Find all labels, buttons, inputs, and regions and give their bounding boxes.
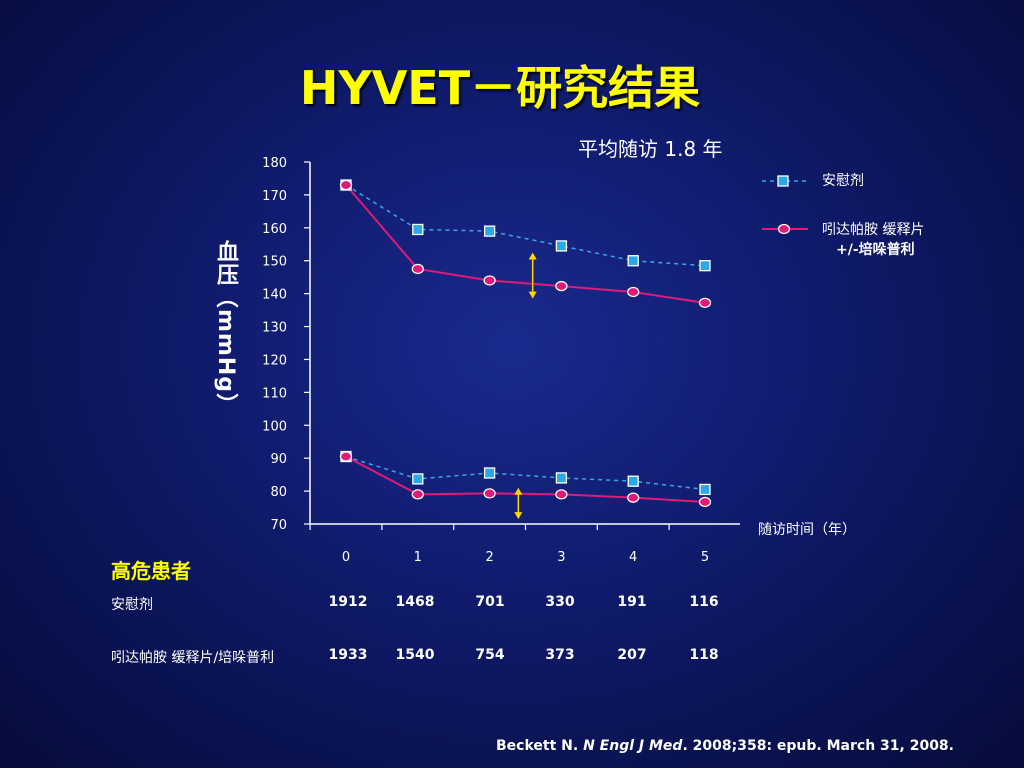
y-tick-label: 160 bbox=[262, 222, 287, 237]
x-tick-label: 1 bbox=[414, 550, 422, 565]
data-point-treatment-diastolic bbox=[483, 488, 496, 499]
data-point-treatment-systolic bbox=[627, 286, 640, 298]
y-tick-label: 100 bbox=[262, 419, 287, 434]
y-tick-label: 140 bbox=[262, 288, 287, 303]
y-axis-unit: （mmHg） bbox=[213, 286, 238, 417]
data-point-treatment-systolic bbox=[411, 263, 424, 275]
y-tick-label: 70 bbox=[270, 518, 287, 533]
y-tick-label: 170 bbox=[262, 189, 287, 204]
legend-treatment-marker bbox=[777, 223, 791, 235]
risk-table-cell: 1912 bbox=[328, 594, 368, 610]
data-point-placebo-systolic bbox=[627, 255, 639, 267]
series-line-diastolic-treatment bbox=[345, 455, 706, 503]
citation-details: 2008;358: epub. March 31, 2008. bbox=[692, 738, 954, 754]
series-line-systolic-treatment bbox=[345, 184, 706, 304]
legend-placebo-label: 安慰剂 bbox=[822, 173, 864, 189]
chart-subtitle: 平均随访 1.8 年 bbox=[578, 137, 723, 161]
y-axis-label-text: 血压 bbox=[213, 240, 238, 286]
page-title: HYVET－研究结果 bbox=[299, 61, 701, 115]
y-tick-label: 150 bbox=[262, 255, 287, 270]
difference-arrow-head-down bbox=[514, 512, 523, 520]
y-tick-label: 130 bbox=[262, 321, 287, 336]
y-tick-label: 90 bbox=[270, 452, 287, 467]
y-tick-label: 80 bbox=[270, 485, 287, 500]
series-line-systolic-placebo bbox=[345, 184, 706, 267]
data-point-placebo-diastolic bbox=[699, 483, 711, 496]
data-point-placebo-systolic bbox=[555, 240, 568, 252]
data-point-treatment-diastolic bbox=[627, 492, 640, 503]
risk-table-cell: 116 bbox=[689, 594, 719, 610]
citation-journal: N Engl J Med bbox=[583, 738, 683, 754]
data-point-placebo-systolic bbox=[412, 223, 424, 236]
risk-table-cell: 207 bbox=[617, 647, 647, 663]
risk-table-cell: 1933 bbox=[328, 647, 368, 663]
risk-row-treatment-label: 吲达帕胺 缓释片/培哚普利 bbox=[111, 650, 275, 666]
risk-table-cell: 1540 bbox=[395, 647, 435, 663]
x-tick-label: 3 bbox=[557, 550, 565, 565]
x-axis-label: 随访时间（年） bbox=[758, 522, 856, 538]
risk-table-cell: 330 bbox=[545, 594, 575, 610]
risk-table-cell: 701 bbox=[475, 594, 505, 610]
data-point-placebo-diastolic bbox=[555, 472, 568, 484]
risk-table-cell: 754 bbox=[475, 647, 505, 663]
y-tick-label: 180 bbox=[262, 156, 287, 171]
risk-table-title: 高危患者 bbox=[111, 559, 191, 583]
data-point-treatment-systolic bbox=[339, 179, 353, 191]
y-tick-label: 120 bbox=[262, 353, 287, 368]
data-point-treatment-diastolic bbox=[698, 496, 712, 508]
x-tick-label: 2 bbox=[485, 550, 493, 565]
data-point-treatment-diastolic bbox=[555, 489, 568, 500]
citation-author: Beckett N. bbox=[496, 738, 579, 754]
citation: Beckett N. N Engl J Med. 2008;358: epub.… bbox=[496, 738, 954, 754]
y-tick-label: 110 bbox=[262, 386, 287, 401]
data-point-treatment-systolic bbox=[698, 297, 712, 309]
risk-table-cell: 118 bbox=[689, 647, 719, 663]
data-point-placebo-diastolic bbox=[627, 475, 639, 487]
risk-table-cell: 1468 bbox=[395, 594, 435, 610]
legend-treatment-label-line2: +/-培哚普利 bbox=[836, 242, 915, 258]
risk-table-cell: 191 bbox=[617, 594, 647, 610]
data-point-placebo-systolic bbox=[699, 260, 711, 272]
data-point-treatment-systolic bbox=[555, 280, 568, 292]
data-point-treatment-diastolic bbox=[411, 489, 424, 500]
difference-arrow-head-down bbox=[528, 291, 537, 299]
legend-treatment-label: 吲达帕胺 缓释片 bbox=[822, 222, 925, 238]
data-point-placebo-diastolic bbox=[483, 467, 496, 479]
x-tick-label: 4 bbox=[629, 550, 637, 565]
data-point-treatment-diastolic bbox=[339, 451, 353, 462]
data-point-placebo-systolic bbox=[483, 225, 496, 237]
difference-arrow-head-up bbox=[528, 252, 537, 260]
y-axis-label: 血压（mmHg） bbox=[213, 240, 250, 417]
difference-arrow-head-up bbox=[514, 487, 523, 495]
x-tick-label: 5 bbox=[701, 550, 709, 565]
data-point-treatment-systolic bbox=[483, 275, 496, 286]
risk-table-cell: 373 bbox=[545, 647, 575, 663]
data-point-placebo-diastolic bbox=[412, 473, 424, 485]
x-tick-label: 0 bbox=[342, 550, 350, 565]
risk-row-placebo-label: 安慰剂 bbox=[111, 597, 153, 613]
legend-placebo-marker bbox=[777, 175, 789, 187]
